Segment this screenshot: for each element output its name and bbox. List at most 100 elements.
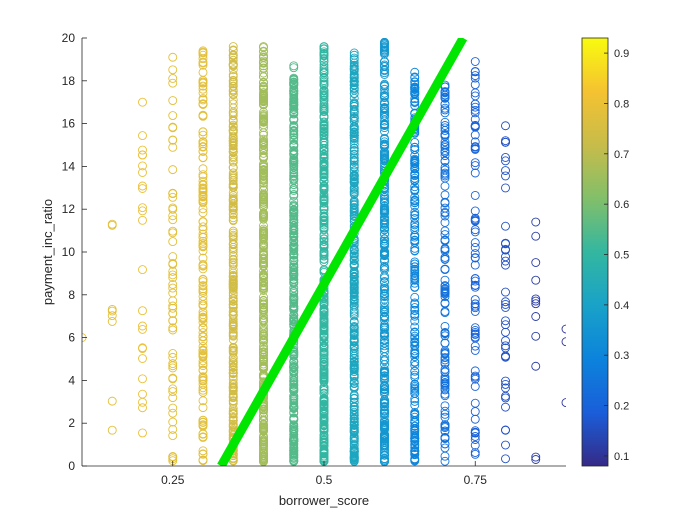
data-point [228,265,238,275]
data-point [380,376,389,386]
data-point [138,428,147,438]
data-point [440,359,450,369]
data-point [289,240,299,250]
data-point [168,228,178,238]
data-point [470,448,480,457]
data-point [289,436,299,446]
data-point [501,352,510,362]
data-point [410,380,420,390]
data-point [228,122,238,132]
data-point [198,185,208,195]
data-point [228,375,238,384]
data-point [259,424,268,434]
data-point [228,389,238,399]
data-point [380,251,389,261]
data-point [319,44,329,54]
data-point [259,209,268,219]
data-point [440,443,450,453]
data-point [410,366,420,376]
data-point [349,336,359,346]
data-point [289,196,299,206]
data-point [501,454,510,464]
data-point [228,346,238,356]
data-point [349,160,359,170]
data-point [168,374,178,384]
data-point [289,304,299,314]
data-point [440,121,450,130]
data-point [228,79,238,89]
data-point [410,372,420,382]
data-point [319,95,329,105]
data-point [410,433,420,443]
data-point [501,440,510,450]
data-point [198,418,208,427]
data-point [440,93,450,103]
data-point [289,433,299,443]
data-point [289,375,299,385]
data-point [470,161,480,171]
data-point [501,402,510,412]
data-point [228,90,238,100]
data-point [319,176,329,186]
data-point [198,387,208,397]
data-point [410,170,420,179]
data-point [228,294,238,304]
data-point [168,349,178,358]
data-point [198,229,208,239]
data-point [410,421,420,431]
data-point [259,316,268,325]
data-point [319,159,329,169]
data-point [410,396,420,406]
data-point [228,300,238,310]
data-point [228,353,238,363]
data-point [440,420,450,430]
data-point [440,355,450,365]
data-point [259,52,268,62]
y-tick-label: 6 [68,331,75,345]
data-point [380,99,389,109]
data-point [228,314,238,324]
data-point [168,142,178,152]
data-point [410,269,420,278]
data-point [259,78,268,88]
data-point [168,52,178,62]
data-point [198,332,208,341]
data-point [470,227,480,237]
data-point [168,96,178,106]
data-point [531,275,541,285]
data-point [138,161,147,171]
data-point [289,146,299,156]
data-point [440,375,450,385]
data-point [380,440,389,450]
data-point [289,445,299,455]
data-point [410,303,420,313]
data-point [259,273,268,283]
data-point [501,121,510,131]
data-point [289,279,299,288]
data-point [259,249,268,259]
data-point [531,455,541,464]
data-point [349,153,359,163]
data-point [380,201,389,211]
data-point [380,137,389,147]
data-point [198,191,208,201]
data-point [198,81,208,91]
data-point [168,384,178,394]
data-point [228,173,238,183]
data-point [289,77,299,87]
data-point [168,280,178,289]
data-point [228,318,238,328]
data-point [259,404,268,414]
data-point [228,322,238,332]
data-point [349,301,359,311]
data-point [198,57,208,67]
data-point [259,224,268,234]
y-tick-label: 0 [68,459,75,473]
x-axis-label: borrower_score [279,493,369,508]
data-point [168,296,178,306]
data-point [228,271,238,281]
data-point [319,255,329,264]
data-point [138,131,147,141]
data-point [289,75,299,85]
data-point [470,398,480,408]
